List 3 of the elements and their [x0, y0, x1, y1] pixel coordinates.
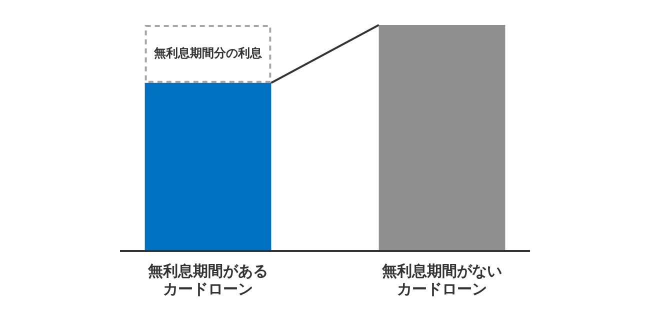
x-tick-label: 無利息期間がないカードローン	[381, 262, 502, 298]
annotation: 無利息期間分の利息	[153, 46, 263, 60]
x-tick-label: 無利息期間があるカードローン	[147, 262, 268, 298]
